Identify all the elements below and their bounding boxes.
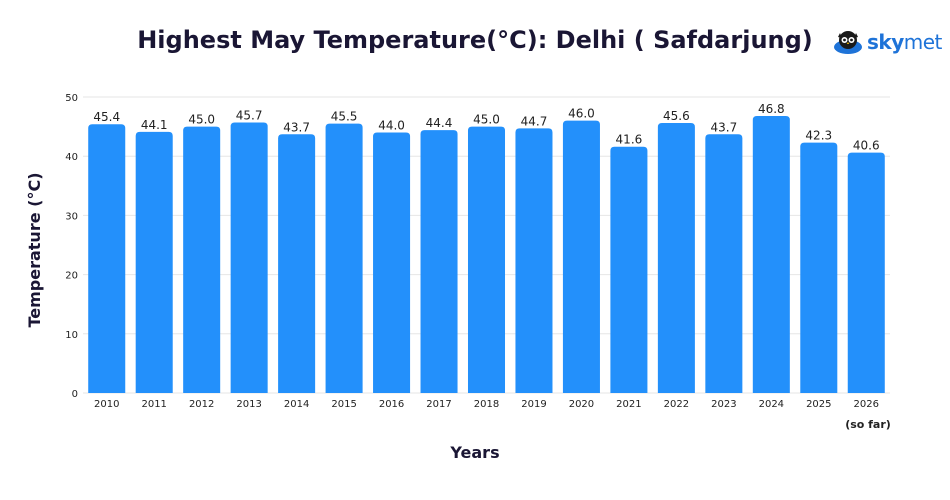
- data-label-2019: 44.7: [521, 114, 548, 128]
- bar-2013: [230, 122, 268, 394]
- bar-2012: [183, 126, 221, 393]
- bar-2024: [752, 115, 790, 393]
- bar-2010: [88, 124, 126, 394]
- bar-2025: [800, 142, 838, 393]
- data-label-2022: 45.6: [663, 109, 690, 123]
- y-tick-label: 50: [65, 93, 78, 104]
- x-tick-label: 2020: [569, 399, 594, 410]
- bar-2015: [325, 123, 363, 393]
- bar-2019: [515, 128, 553, 393]
- x-tick-label: 2012: [189, 399, 214, 410]
- data-label-2016: 44.0: [378, 119, 405, 133]
- bar-2020: [562, 120, 600, 394]
- x-tick-label: 2019: [521, 399, 546, 410]
- bar-2011: [135, 131, 173, 394]
- x-tick-label: 2024: [759, 399, 784, 410]
- category-note: (so far): [845, 418, 891, 431]
- data-label-2021: 41.6: [616, 133, 643, 147]
- x-axis-title: Years: [449, 443, 499, 462]
- data-label-2024: 46.8: [758, 102, 785, 116]
- data-labels: 45.4 44.1 45.0 45.7 43.7 45.5 44.0 44.4 45.0 44.7…: [93, 102, 879, 153]
- x-tick-label: 2016: [379, 399, 404, 410]
- data-label-2018: 45.0: [473, 113, 500, 127]
- chart-title: Highest May Temperature(°C): Delhi ( Saf…: [137, 26, 813, 54]
- x-tick-label: 2010: [94, 399, 119, 410]
- x-tick-label: 2017: [426, 399, 451, 410]
- bar-2016: [373, 132, 411, 393]
- x-tick-label: 2023: [711, 399, 736, 410]
- y-tick-label: 20: [65, 271, 78, 282]
- x-tick-label: 2022: [664, 399, 689, 410]
- x-tick-labels: 2010 2011 2012 2013 2014 2015 2016 2017 2018 2019…: [94, 399, 879, 410]
- logo-text: skymet: [867, 30, 942, 54]
- x-tick-label: 2026: [854, 399, 879, 410]
- skymet-logo: skymet: [833, 28, 942, 56]
- bar-2026: [847, 152, 885, 393]
- data-label-2020: 46.0: [568, 107, 595, 121]
- x-tick-label: 2018: [474, 399, 499, 410]
- owl-cloud-icon: [834, 31, 862, 54]
- y-tick-label: 40: [65, 152, 78, 163]
- y-tick-label: 0: [72, 389, 78, 400]
- y-tick-label: 10: [65, 330, 78, 341]
- x-tick-label: 2025: [806, 399, 831, 410]
- y-axis-title: Temperature (°C): [25, 172, 44, 327]
- bar-2017: [420, 130, 458, 394]
- data-label-2012: 45.0: [188, 113, 215, 127]
- x-tick-label: 2021: [616, 399, 641, 410]
- bar-2014: [278, 134, 316, 393]
- bars: [88, 115, 885, 394]
- data-label-2023: 43.7: [710, 120, 737, 134]
- bar-2021: [610, 146, 648, 393]
- x-tick-label: 2014: [284, 399, 309, 410]
- y-tick-labels: 0 10 20 30 40 50: [65, 93, 78, 400]
- data-label-2026: 40.6: [853, 139, 880, 153]
- x-tick-label: 2013: [236, 399, 261, 410]
- y-tick-label: 30: [65, 211, 78, 222]
- bar-2018: [467, 126, 506, 393]
- data-label-2014: 43.7: [283, 120, 310, 134]
- x-tick-label: 2011: [141, 399, 166, 410]
- data-label-2010: 45.4: [93, 110, 120, 124]
- data-label-2017: 44.4: [426, 116, 453, 130]
- bar-2022: [657, 123, 695, 393]
- data-label-2015: 45.5: [331, 110, 358, 124]
- x-tick-label: 2015: [331, 399, 356, 410]
- bar-2023: [705, 134, 743, 393]
- data-label-2013: 45.7: [236, 108, 263, 122]
- data-label-2025: 42.3: [805, 129, 832, 143]
- data-label-2011: 44.1: [141, 118, 168, 132]
